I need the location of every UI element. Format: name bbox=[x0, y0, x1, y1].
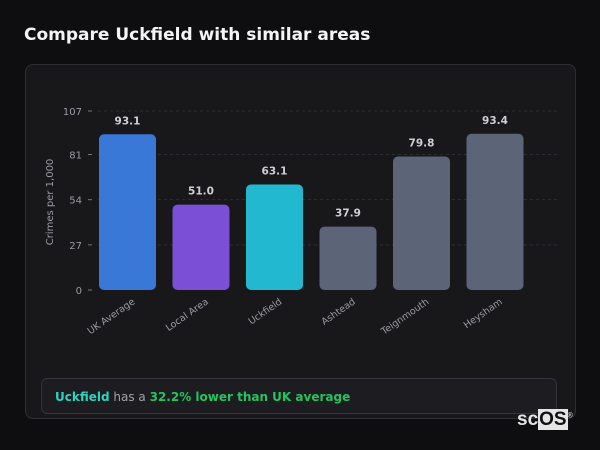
summary-area: Uckfield bbox=[55, 390, 110, 404]
y-tick-label: 27 bbox=[69, 241, 82, 252]
y-axis-label: Crimes per 1,000 bbox=[45, 159, 56, 246]
data-label: 79.8 bbox=[409, 138, 435, 150]
x-tick-label: Ashtead bbox=[320, 296, 358, 327]
data-label: 51.0 bbox=[188, 186, 214, 198]
scos-logo: scOS® bbox=[517, 409, 573, 430]
summary-comparison: 32.2% lower than UK average bbox=[149, 390, 351, 404]
x-tick-label: Uckfield bbox=[247, 296, 285, 327]
bar-uckfield bbox=[246, 184, 303, 290]
x-tick-label: Local Area bbox=[164, 296, 211, 333]
y-tick-label: 54 bbox=[69, 196, 82, 207]
page-title: Compare Uckfield with similar areas bbox=[24, 25, 371, 45]
data-label: 63.1 bbox=[262, 165, 288, 177]
data-label: 93.1 bbox=[115, 115, 141, 127]
y-tick-label: 107 bbox=[63, 107, 82, 118]
x-tick-label: UK Average bbox=[86, 296, 138, 337]
x-tick-label: Heysham bbox=[462, 296, 505, 331]
y-tick-label: 81 bbox=[69, 150, 82, 161]
y-tick-label: 0 bbox=[76, 286, 82, 297]
bar-teignmouth bbox=[393, 156, 450, 290]
summary-text: has a bbox=[109, 390, 150, 404]
bar-heysham bbox=[466, 133, 524, 290]
x-tick-label: Teignmouth bbox=[379, 296, 432, 337]
data-label: 37.9 bbox=[335, 208, 361, 220]
bar-uk-average bbox=[99, 134, 156, 290]
bar-local-area bbox=[172, 204, 230, 290]
summary-box: Uckfield has a 32.2% lower than UK avera… bbox=[41, 378, 557, 414]
bar-ashtead bbox=[319, 226, 377, 290]
data-label: 93.4 bbox=[482, 115, 508, 127]
